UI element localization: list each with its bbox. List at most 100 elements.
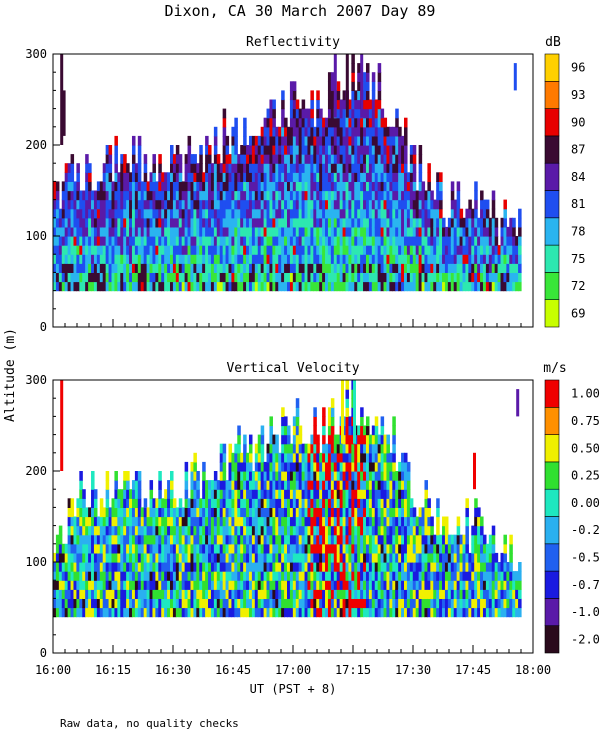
heatmap-cell: [184, 245, 189, 255]
heatmap-cell: [170, 226, 174, 237]
heatmap-cell: [129, 552, 133, 563]
heatmap-cell: [76, 181, 80, 192]
heatmap-cell: [190, 190, 194, 201]
heatmap-cell: [494, 236, 499, 246]
heatmap-cell: [287, 516, 291, 527]
data-column: [257, 434, 262, 618]
heatmap-cell: [380, 461, 385, 472]
heatmap-cell: [289, 281, 294, 292]
heatmap-cell: [208, 226, 212, 237]
heatmap-cell: [91, 552, 95, 563]
heatmap-cell: [251, 154, 256, 164]
heatmap-cell: [345, 443, 350, 454]
heatmap-cell: [278, 145, 282, 155]
heatmap-cell: [149, 607, 154, 618]
heatmap-cell: [333, 607, 338, 618]
heatmap-cell: [222, 571, 227, 581]
heatmap-cell: [55, 208, 60, 219]
heatmap-cell: [398, 598, 402, 609]
heatmap-cell: [287, 163, 291, 173]
heatmap-cell: [313, 580, 317, 590]
data-column: [96, 516, 101, 618]
heatmap-cell: [70, 525, 75, 536]
heatmap-cell: [398, 461, 402, 472]
heatmap-cell: [374, 154, 379, 164]
heatmap-cell: [310, 534, 314, 545]
heatmap-cell: [421, 272, 426, 283]
heatmap-cell: [85, 163, 89, 173]
heatmap-cell: [327, 281, 332, 292]
heatmap-cell: [67, 580, 72, 590]
heatmap-cell: [55, 245, 60, 255]
heatmap-cell: [208, 163, 212, 173]
heatmap-cell: [137, 263, 142, 273]
heatmap-cell: [55, 580, 60, 590]
heatmap-cell: [85, 217, 89, 228]
heatmap-cell: [406, 516, 411, 527]
heatmap-cell: [365, 471, 370, 481]
heatmap-cell: [190, 571, 194, 581]
heatmap-cell: [210, 217, 215, 228]
heatmap-cell: [357, 117, 361, 128]
heatmap-cell: [272, 181, 276, 192]
heatmap-cell: [374, 163, 379, 173]
heatmap-cell: [371, 281, 376, 292]
heatmap-cell: [398, 589, 402, 599]
heatmap-cell: [246, 181, 250, 192]
heatmap-cell: [88, 190, 92, 201]
heatmap-cell: [161, 607, 165, 618]
heatmap-cell: [187, 507, 192, 518]
heatmap-cell: [137, 199, 142, 210]
heatmap-cell: [404, 543, 408, 554]
heatmap-cell: [295, 607, 300, 618]
heatmap-cell: [348, 108, 352, 119]
heatmap-cell: [158, 471, 162, 481]
heatmap-cell: [210, 598, 215, 609]
heatmap-cell: [360, 443, 364, 454]
heatmap-cell: [418, 263, 423, 273]
heatmap-cell: [304, 452, 309, 463]
heatmap-cell: [190, 562, 194, 572]
heatmap-cell: [354, 598, 358, 609]
heatmap-cell: [307, 498, 311, 508]
heatmap-cell: [248, 208, 253, 219]
heatmap-cell: [257, 452, 262, 463]
heatmap-cell: [170, 163, 174, 173]
heatmap-cell: [202, 190, 206, 201]
heatmap-cell: [301, 598, 306, 609]
heatmap-cell: [412, 598, 417, 609]
heatmap-cell: [336, 99, 341, 110]
heatmap-cell: [117, 226, 121, 237]
heatmap-cell: [202, 498, 206, 508]
heatmap-cell: [243, 172, 247, 182]
heatmap-cell: [482, 245, 487, 255]
heatmap-cell: [456, 281, 461, 292]
heatmap-cell: [295, 562, 300, 572]
heatmap-cell: [58, 263, 63, 273]
heatmap-cell: [70, 226, 75, 237]
heatmap-cell: [363, 589, 367, 599]
heatmap-cell: [360, 254, 364, 264]
heatmap-cell: [313, 516, 317, 527]
heatmap-cell: [175, 154, 180, 164]
heatmap-cell: [243, 607, 247, 618]
data-column: [263, 461, 268, 618]
heatmap-cell: [240, 552, 244, 563]
heatmap-cell: [477, 272, 481, 283]
heatmap-cell: [231, 580, 235, 590]
heatmap-cell: [251, 562, 256, 572]
data-column: [126, 163, 130, 292]
heatmap-cell: [278, 562, 282, 572]
heatmap-cell: [401, 543, 405, 554]
heatmap-cell: [474, 272, 478, 283]
heatmap-cell: [313, 135, 317, 146]
heatmap-cell: [374, 543, 379, 554]
heatmap-cell: [187, 254, 192, 264]
heatmap-cell: [231, 598, 235, 609]
heatmap-cell: [295, 416, 300, 427]
heatmap-cell: [327, 580, 332, 590]
heatmap-cell: [175, 226, 180, 237]
data-column: [120, 489, 124, 618]
heatmap-cell: [199, 607, 203, 618]
heatmap-cell: [260, 552, 265, 563]
